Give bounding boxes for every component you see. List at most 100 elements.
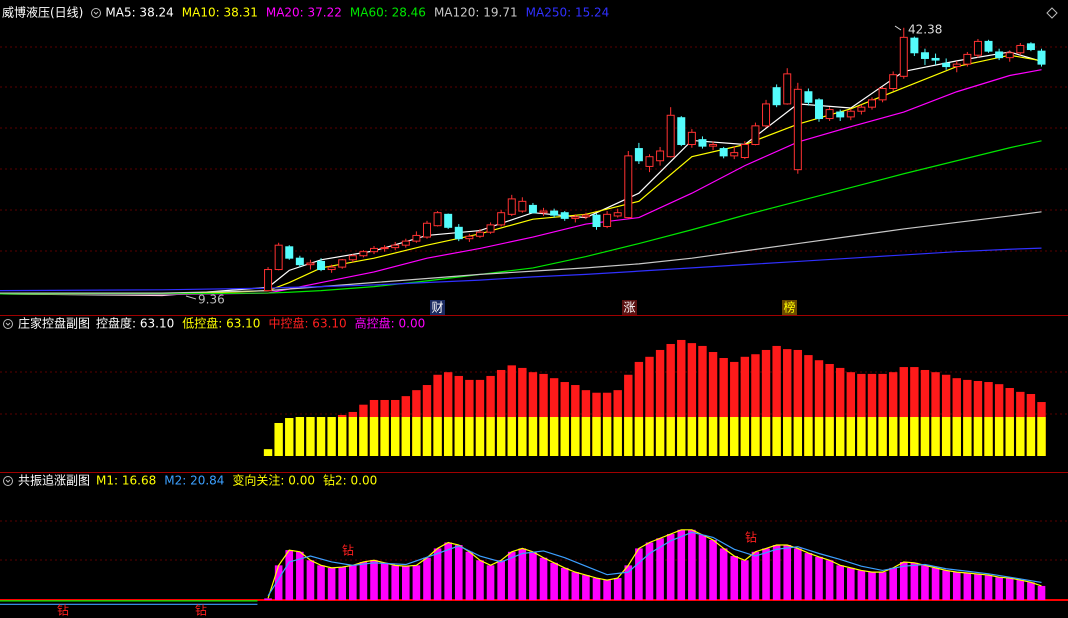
bar xyxy=(740,417,750,456)
bar xyxy=(772,417,781,456)
bar xyxy=(952,417,961,456)
bar xyxy=(952,572,961,601)
candle-body xyxy=(889,74,898,89)
candle-body xyxy=(846,110,855,118)
bar xyxy=(528,417,538,456)
bar xyxy=(422,417,432,456)
bar xyxy=(973,417,983,456)
bar xyxy=(560,567,569,601)
candle-body xyxy=(878,87,887,101)
bar xyxy=(1037,417,1046,456)
legend-entry: MA20: 37.22 xyxy=(266,6,342,20)
bar xyxy=(391,565,400,601)
candle-body xyxy=(815,99,824,120)
bar xyxy=(857,570,866,601)
bar xyxy=(772,545,781,601)
candle-body xyxy=(783,73,792,105)
bar xyxy=(496,417,506,456)
candle-body xyxy=(603,213,612,228)
annotation-arrow xyxy=(185,295,197,300)
candle-body xyxy=(613,212,622,217)
bar xyxy=(571,417,580,456)
bar xyxy=(285,418,294,456)
legend-entry: MA10: 38.31 xyxy=(182,6,258,20)
candle-body xyxy=(528,204,537,214)
line xyxy=(267,529,1042,599)
candle-body xyxy=(1037,50,1046,65)
candle-body xyxy=(486,224,495,233)
bar xyxy=(582,575,590,601)
candle-body xyxy=(645,156,654,167)
bar xyxy=(910,417,919,456)
candle-body xyxy=(465,235,474,240)
candle-body xyxy=(264,269,273,292)
bar xyxy=(645,542,654,601)
bar xyxy=(1026,417,1036,456)
bar xyxy=(443,417,453,456)
candle-body xyxy=(338,259,347,268)
candle-body xyxy=(952,63,961,68)
bar xyxy=(687,417,697,456)
bar xyxy=(306,560,315,601)
bar xyxy=(666,417,675,456)
bar xyxy=(497,560,505,601)
bar xyxy=(539,557,548,601)
bar xyxy=(825,560,834,601)
candle-body xyxy=(920,52,929,59)
bar xyxy=(857,373,866,456)
bar xyxy=(285,550,294,601)
candle-body xyxy=(931,57,940,61)
bar xyxy=(814,417,824,456)
candle-body xyxy=(295,257,304,266)
bar xyxy=(592,578,601,601)
bar xyxy=(1016,580,1025,601)
line xyxy=(267,531,1042,597)
bar xyxy=(963,417,972,456)
marker-bg xyxy=(782,300,797,315)
candle-body xyxy=(359,251,368,257)
bar xyxy=(624,417,633,456)
legend-entry: 低控盘: 63.10 xyxy=(182,316,260,331)
bar xyxy=(476,560,484,601)
bar xyxy=(677,339,686,456)
bar xyxy=(581,417,591,456)
bar xyxy=(645,356,654,456)
bar xyxy=(730,417,739,456)
bar xyxy=(825,417,834,456)
candle-body xyxy=(592,214,601,228)
bar xyxy=(423,557,431,601)
candle-body xyxy=(730,152,739,157)
bar xyxy=(433,374,442,456)
bar xyxy=(867,417,877,456)
bar xyxy=(698,417,707,456)
marker-bg xyxy=(622,300,637,315)
candle-body xyxy=(698,139,707,147)
candle-body xyxy=(666,114,675,158)
bar xyxy=(306,417,315,456)
bar xyxy=(296,551,304,601)
bar xyxy=(878,373,887,456)
bar xyxy=(359,417,368,456)
legend-entry: M2: 20.84 xyxy=(164,474,224,488)
marks xyxy=(0,27,1046,605)
bar xyxy=(772,345,781,456)
annotation: 钻 xyxy=(57,603,69,618)
bar xyxy=(899,417,908,456)
bar xyxy=(825,363,834,456)
candle-body xyxy=(804,91,813,103)
bar xyxy=(878,572,887,601)
bar xyxy=(475,417,485,456)
candle-body xyxy=(687,131,696,146)
candle-body xyxy=(550,210,559,216)
bar xyxy=(592,417,601,456)
bar xyxy=(846,417,855,456)
candle-body xyxy=(677,117,686,146)
bar xyxy=(761,417,771,456)
bar xyxy=(507,551,516,601)
bar xyxy=(984,575,993,601)
legend-entry: 高控盘: 0.00 xyxy=(355,316,426,331)
bar xyxy=(518,548,527,601)
candle-body xyxy=(772,87,781,106)
candle-body xyxy=(401,240,410,246)
